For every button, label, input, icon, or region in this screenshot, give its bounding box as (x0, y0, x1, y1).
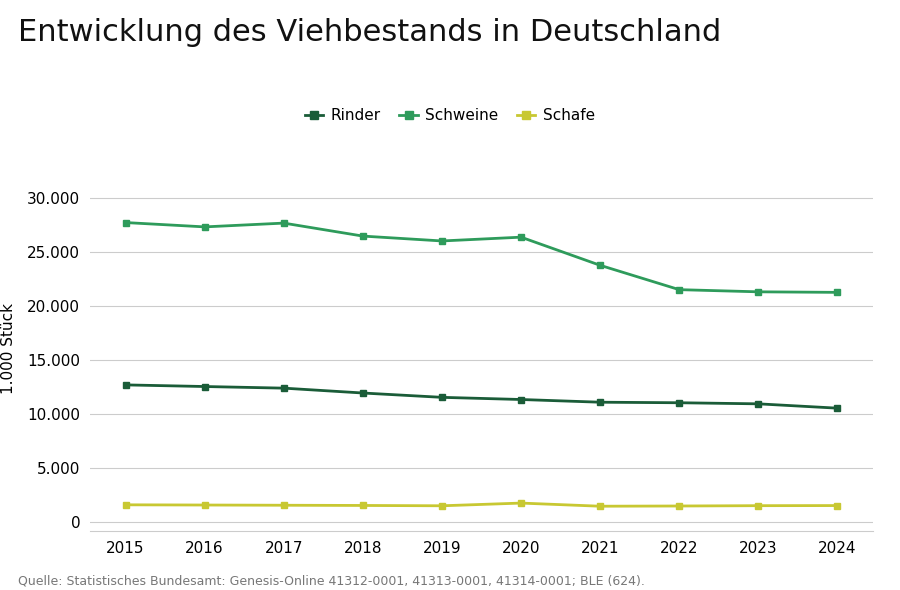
Schafe (753, 502, 764, 509)
Rinder (595, 399, 606, 406)
Schweine (516, 234, 526, 241)
Schafe (832, 502, 842, 509)
Rinder (516, 396, 526, 403)
Text: Quelle: Statistisches Bundesamt: Genesis-Online 41312-0001, 41313-0001, 41314-00: Quelle: Statistisches Bundesamt: Genesis… (18, 574, 645, 587)
Rinder (436, 394, 447, 401)
Schafe (199, 502, 210, 509)
Schweine (832, 289, 842, 296)
Rinder (278, 385, 289, 392)
Schweine (357, 232, 368, 240)
Schweine (278, 219, 289, 227)
Rinder (832, 405, 842, 412)
Rinder (674, 399, 685, 407)
Legend: Rinder, Schweine, Schafe: Rinder, Schweine, Schafe (299, 102, 601, 129)
Schafe (121, 502, 131, 509)
Schafe (674, 503, 685, 510)
Schweine (595, 262, 606, 269)
Text: Entwicklung des Viehbestands in Deutschland: Entwicklung des Viehbestands in Deutschl… (18, 18, 721, 47)
Line: Rinder: Rinder (122, 381, 841, 412)
Schweine (674, 286, 685, 293)
Rinder (199, 383, 210, 390)
Schweine (753, 289, 764, 296)
Schafe (595, 503, 606, 510)
Schafe (278, 502, 289, 509)
Rinder (753, 400, 764, 407)
Schweine (436, 237, 447, 244)
Rinder (121, 381, 131, 388)
Line: Schweine: Schweine (122, 219, 841, 296)
Line: Schafe: Schafe (122, 500, 841, 510)
Y-axis label: 1.000 Stück: 1.000 Stück (1, 303, 16, 394)
Schafe (436, 502, 447, 509)
Schafe (357, 502, 368, 509)
Schweine (121, 219, 131, 226)
Schweine (199, 224, 210, 231)
Schafe (516, 500, 526, 507)
Rinder (357, 389, 368, 396)
